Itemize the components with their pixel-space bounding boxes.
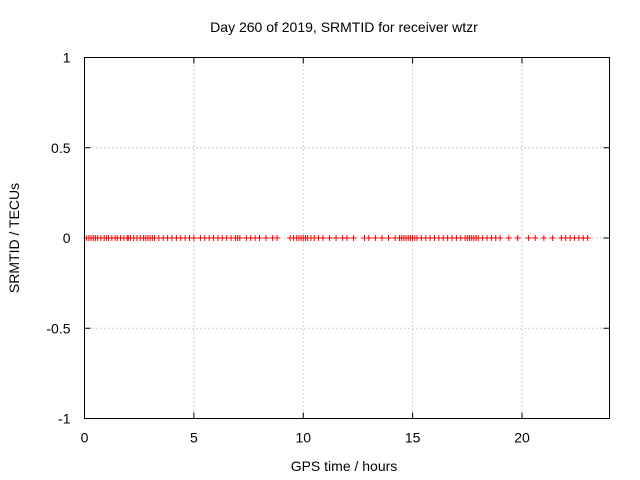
y-tick-label: 0 [63,230,71,246]
y-tick-label: 0.5 [51,140,71,156]
data-point [549,235,556,241]
x-tick-label: 0 [81,430,89,446]
data-point [236,235,243,241]
data-point [190,235,197,241]
data-point [256,235,263,241]
data-point [372,235,379,241]
x-tick-label: 15 [405,430,421,446]
data-point [344,235,350,241]
data-points [83,235,591,241]
data-point [540,235,547,241]
x-axis-label: GPS time / hours [291,458,398,474]
y-tick-label: -0.5 [46,320,70,336]
y-tick-label: 1 [63,50,71,66]
x-tick-label: 20 [514,430,530,446]
data-point [326,235,333,241]
data-point [385,235,392,241]
x-ticks: 0 5 10 15 20 [81,57,530,446]
data-point [532,235,539,241]
y-axis-label: SRMTID / TECUs [6,183,22,293]
data-point [514,235,521,241]
data-point [505,235,512,241]
data-point [263,235,270,241]
data-point [350,235,357,241]
chart-title: Day 260 of 2019, SRMTID for receiver wtz… [210,19,478,35]
data-point [525,235,532,241]
x-tick-label: 10 [295,430,311,446]
plot-frame [84,57,610,419]
data-point [584,235,591,241]
data-point [365,235,372,241]
data-point [497,235,504,241]
y-tick-label: -1 [58,411,71,427]
data-point [333,235,340,241]
data-point [274,235,280,241]
x-tick-label: 5 [190,430,198,446]
data-point [379,235,385,241]
data-point [319,235,326,241]
